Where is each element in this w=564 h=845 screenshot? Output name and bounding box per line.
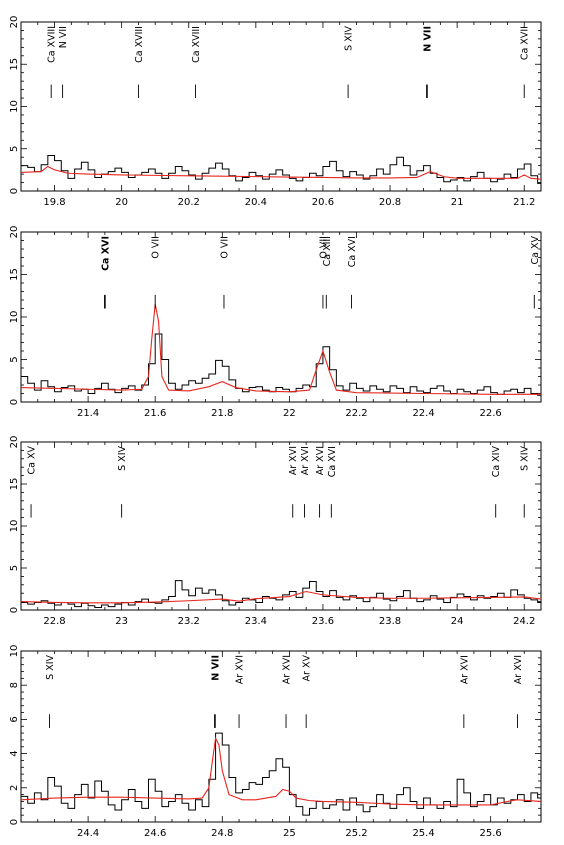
line-id-label: O VII xyxy=(318,236,329,259)
y-tick-label: 0 xyxy=(9,819,20,825)
line-id-label: Ca XVI xyxy=(100,236,111,271)
y-tick-label: 20 xyxy=(9,16,20,29)
x-tick-label: 21 xyxy=(451,197,464,208)
y-tick-label: 8 xyxy=(9,682,20,688)
spectrum-panel-2: 21.4 21.6 21.8 22 22.2 22.4 22.6 0 5 10 15 20 Ca XVI… xyxy=(9,226,542,419)
line-id-label: Ar XVI xyxy=(300,446,311,475)
x-tick-label: 22.6 xyxy=(480,408,502,419)
y-tick-label: 15 xyxy=(9,268,20,281)
spectrum-panel-3: 22.8 23 23.2 23.4 23.6 23.8 24 24.2 0 5 10 15 20 Ca X… xyxy=(9,436,542,627)
y-tick-label: 0 xyxy=(9,399,20,405)
x-tick-label: 20.8 xyxy=(379,197,401,208)
line-id-label: Ca XVII xyxy=(520,26,531,60)
line-id-label: N VII xyxy=(58,26,69,48)
y-tick-label: 20 xyxy=(9,226,20,239)
x-tick-label: 22 xyxy=(283,408,296,419)
line-id-label: Ar XVI xyxy=(459,655,470,684)
plot-frame xyxy=(20,441,542,611)
y-tick-label: 6 xyxy=(9,716,20,722)
line-id-label: Ca XIV xyxy=(491,446,502,478)
plot-frame xyxy=(20,650,542,823)
y-tick-label: 4 xyxy=(9,750,20,756)
x-tick-label: 21.4 xyxy=(77,408,99,419)
model-spectrum-line xyxy=(21,304,541,395)
y-tick-label: 2 xyxy=(9,785,20,791)
y-tick-label: 10 xyxy=(9,100,20,113)
line-id-label: N VII xyxy=(422,26,433,52)
line-id-label: Ca XVIII xyxy=(47,26,58,63)
line-id-label: Ca XV xyxy=(530,236,541,265)
x-tick-label: 23 xyxy=(115,616,128,627)
y-tick-label: 10 xyxy=(9,311,20,324)
x-tick-label: 19.8 xyxy=(43,197,65,208)
plot-frame xyxy=(20,231,542,403)
y-tick-label: 5 xyxy=(9,356,20,362)
x-tick-label: 25.6 xyxy=(480,828,502,839)
observed-spectrum-histogram xyxy=(21,155,541,184)
y-tick-label: 5 xyxy=(9,146,20,152)
x-tick-label: 23.2 xyxy=(178,616,200,627)
model-spectrum-line xyxy=(21,736,541,806)
spectrum-panel-4: 24.4 24.6 24.8 25 25.2 25.4 25.6 0 2 4 6 8 10 S XIV N … xyxy=(9,645,542,839)
x-tick-label: 22.2 xyxy=(345,408,367,419)
line-id-label: Ar XVI xyxy=(282,655,293,684)
x-tick-label: 23.4 xyxy=(245,616,267,627)
y-tick-label: 0 xyxy=(9,188,20,194)
line-id-label: S XIV xyxy=(45,654,56,679)
x-tick-label: 24.2 xyxy=(513,616,535,627)
line-id-label: Ca XVIII xyxy=(134,26,145,63)
line-id-label: N VII xyxy=(210,655,221,681)
x-tick-label: 20 xyxy=(115,197,128,208)
plot-frame xyxy=(20,21,542,192)
x-tick-label: 22.4 xyxy=(412,408,434,419)
line-id-label: Ar XVI xyxy=(235,655,246,684)
observed-spectrum-histogram xyxy=(21,732,541,816)
line-id-label: Ar XVI xyxy=(513,655,524,684)
line-id-label: Ar XVI xyxy=(315,446,326,475)
x-tick-label: 21.2 xyxy=(513,197,535,208)
line-id-label: O VII xyxy=(151,236,162,259)
y-tick-label: 10 xyxy=(9,645,20,658)
line-id-label: Ca XVI xyxy=(347,236,358,267)
observed-spectrum-histogram xyxy=(21,333,541,396)
x-tick-label: 20.6 xyxy=(312,197,334,208)
y-tick-label: 15 xyxy=(9,58,20,71)
x-tick-label: 21.6 xyxy=(144,408,166,419)
model-spectrum-line xyxy=(21,590,541,604)
x-tick-label: 20.4 xyxy=(245,197,267,208)
line-id-label: Ca XVIII xyxy=(191,26,202,63)
line-id-label: Ca XV xyxy=(27,446,38,475)
line-id-label: S XIV xyxy=(117,445,128,470)
spectrum-panel-1: 19.8 20 20.2 20.4 20.6 20.8 21 21.2 0 5 10 15 20 Ca X… xyxy=(9,16,542,208)
line-id-label: O VII xyxy=(219,236,230,259)
y-tick-label: 20 xyxy=(9,436,20,449)
x-tick-label: 24.8 xyxy=(211,828,233,839)
x-tick-label: 23.8 xyxy=(379,616,401,627)
y-tick-label: 15 xyxy=(9,478,20,491)
x-tick-label: 25.4 xyxy=(412,828,434,839)
model-spectrum-line xyxy=(21,165,541,180)
x-tick-label: 23.6 xyxy=(312,616,334,627)
x-tick-label: 25.2 xyxy=(345,828,367,839)
x-tick-label: 22.8 xyxy=(43,616,65,627)
x-tick-label: 24.6 xyxy=(144,828,166,839)
line-id-label: S XIV xyxy=(344,25,355,50)
line-id-label: Ca XVI xyxy=(327,446,338,477)
x-tick-label: 24 xyxy=(451,616,464,627)
observed-spectrum-histogram xyxy=(21,580,541,608)
y-tick-label: 0 xyxy=(9,607,20,613)
x-tick-label: 20.2 xyxy=(178,197,200,208)
y-tick-label: 10 xyxy=(9,520,20,533)
line-id-label: Ar XV xyxy=(302,655,313,682)
x-tick-label: 21.8 xyxy=(211,408,233,419)
x-tick-label: 24.4 xyxy=(77,828,99,839)
x-tick-label: 25 xyxy=(283,828,296,839)
line-id-label: Ca XIII xyxy=(322,236,333,266)
line-id-label: Ar XVI xyxy=(288,446,299,475)
line-id-label: S XIV xyxy=(520,445,531,470)
y-tick-label: 5 xyxy=(9,565,20,571)
